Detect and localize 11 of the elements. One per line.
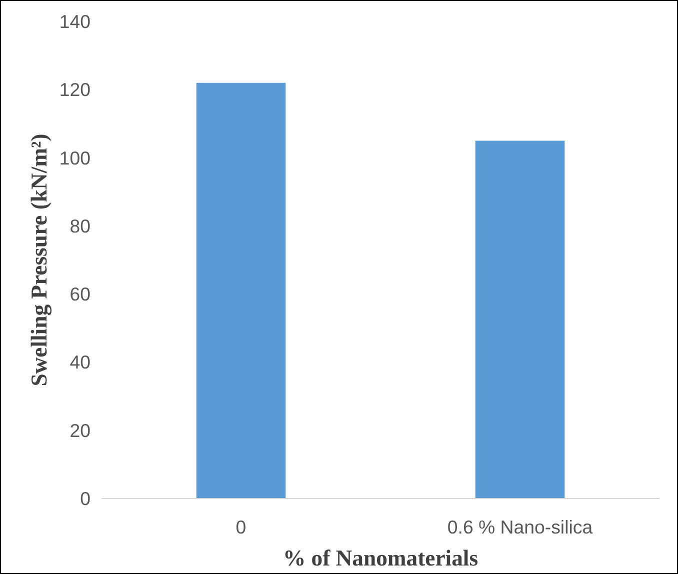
y-tick-label: 100 — [59, 147, 91, 168]
y-tick-label: 20 — [70, 420, 91, 441]
x-axis-title: % of Nanomaterials — [282, 546, 478, 570]
y-axis-title: Swelling Pressure (kN/m²) — [26, 134, 52, 386]
y-tick-label: 0 — [80, 488, 91, 509]
y-tick-label: 40 — [70, 352, 91, 373]
y-tick-label: 120 — [59, 79, 91, 100]
y-tick-label: 80 — [70, 215, 91, 236]
y-tick-label: 60 — [70, 284, 91, 305]
x-tick-label: 0.6 % Nano-silica — [447, 516, 594, 538]
y-tick-label: 140 — [59, 11, 91, 32]
